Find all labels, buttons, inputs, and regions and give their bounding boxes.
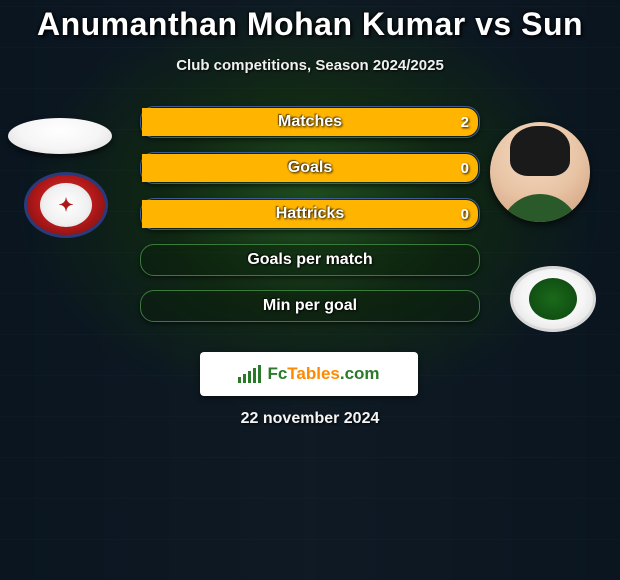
brand-fc: Fc [267,364,287,383]
stat-label: Goals [288,159,332,177]
stat-label: Hattricks [276,205,344,223]
comparison-title: Anumanthan Mohan Kumar vs Sun [0,0,620,43]
stat-value-right: 0 [461,206,469,223]
snapshot-date: 22 november 2024 [0,410,620,428]
branding-box: FcTables.com [200,352,418,396]
stat-bar: Goals 0 [140,152,480,184]
brand-bars-icon [238,365,261,383]
brand-text: FcTables.com [267,364,379,384]
stat-bar: Hattricks 0 [140,198,480,230]
stat-value-right: 0 [461,160,469,177]
comparison-subtitle: Club competitions, Season 2024/2025 [0,57,620,74]
stat-label: Matches [278,113,342,131]
brand-com: .com [340,364,380,383]
brand-tables: Tables [287,364,340,383]
stat-value-right: 2 [461,114,469,131]
stat-bars: Matches 2 Goals 0 Hattricks 0 Goals per match M… [140,106,480,336]
stat-bar: Matches 2 [140,106,480,138]
stat-label: Min per goal [263,297,357,315]
stat-bar: Min per goal [140,290,480,322]
stat-bar: Goals per match [140,244,480,276]
stat-label: Goals per match [247,251,372,269]
